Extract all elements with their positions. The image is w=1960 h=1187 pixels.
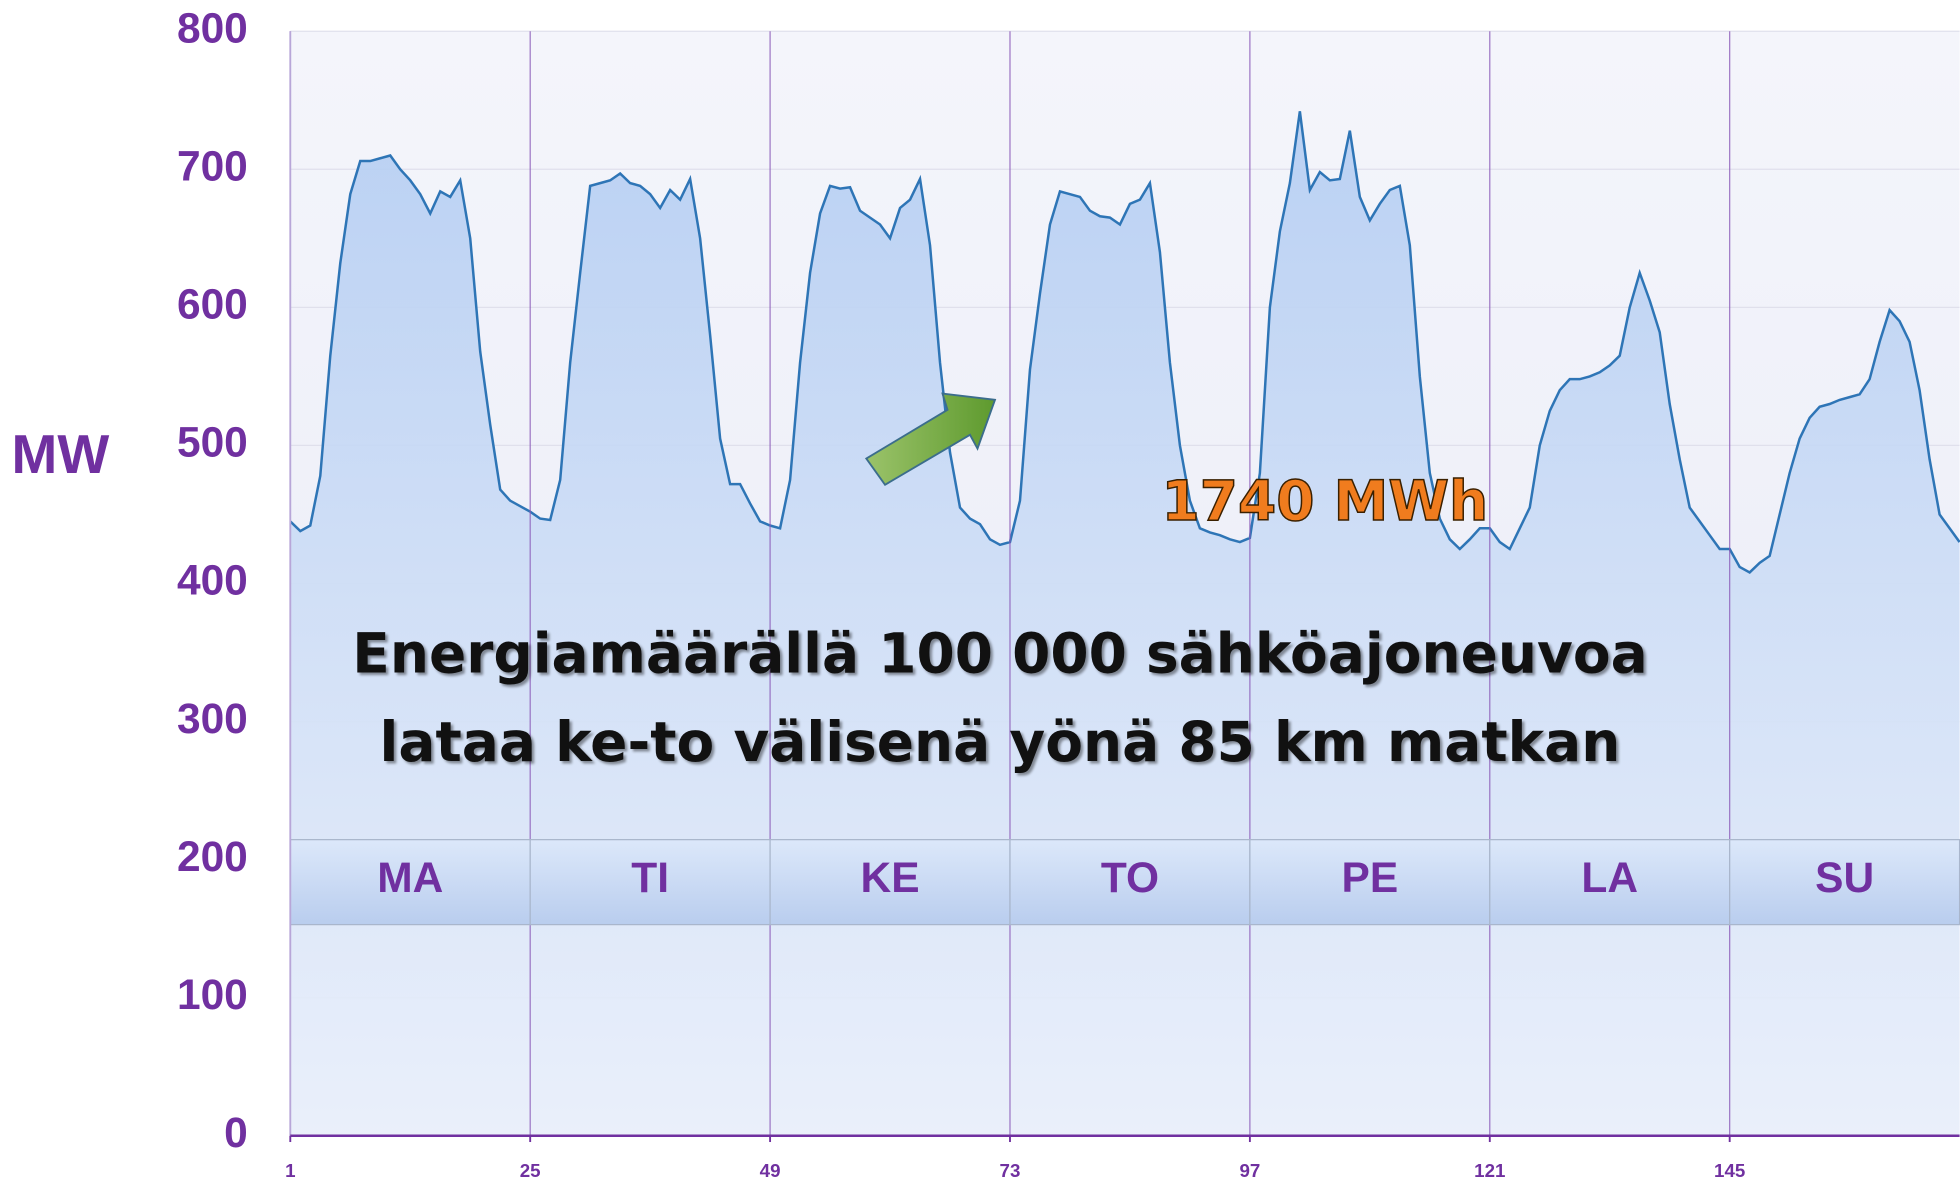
x-tick-label: 73 <box>1000 1160 1021 1181</box>
day-band <box>1249 839 1491 926</box>
x-tick-label: 25 <box>520 1160 541 1181</box>
annotation: lataa ke-to välisenä yönä 85 km matkan <box>380 710 1621 774</box>
y-tick-label: 100 <box>177 972 248 1019</box>
day-label: KE <box>861 855 920 902</box>
day-label: LA <box>1581 855 1638 902</box>
y-tick-label: 300 <box>177 696 248 743</box>
x-tick-label: 121 <box>1474 1160 1505 1181</box>
annotation: Energiamäärällä 100 000 sähköajoneuvoa <box>352 621 1647 685</box>
line <box>289 111 1960 574</box>
y-tick-label: 800 <box>177 5 248 52</box>
y-tick-label: 600 <box>177 282 248 329</box>
day-band <box>529 839 771 926</box>
y-tick-label: 400 <box>177 558 248 605</box>
y-axis-label: MW <box>12 423 110 485</box>
day-label: SU <box>1815 855 1874 902</box>
day-band <box>1729 839 1960 926</box>
y-tick-label: 200 <box>177 834 248 881</box>
x-tick-label: 1 <box>285 1160 295 1181</box>
day-label: TI <box>631 855 669 902</box>
day-band <box>1489 839 1731 926</box>
y-tick-label: 500 <box>177 420 248 467</box>
y-tick-label: 0 <box>224 1110 248 1157</box>
x-tick-label: 97 <box>1239 1160 1260 1181</box>
day-label: PE <box>1342 855 1399 902</box>
x-tick-label: 49 <box>760 1160 781 1181</box>
annotation: 1740 MWh <box>1162 469 1489 533</box>
y-tick-label: 700 <box>177 144 248 191</box>
day-label: TO <box>1101 855 1159 902</box>
day-label: MA <box>377 855 443 902</box>
x-tick-label: 145 <box>1714 1160 1745 1181</box>
arrow <box>864 392 997 487</box>
